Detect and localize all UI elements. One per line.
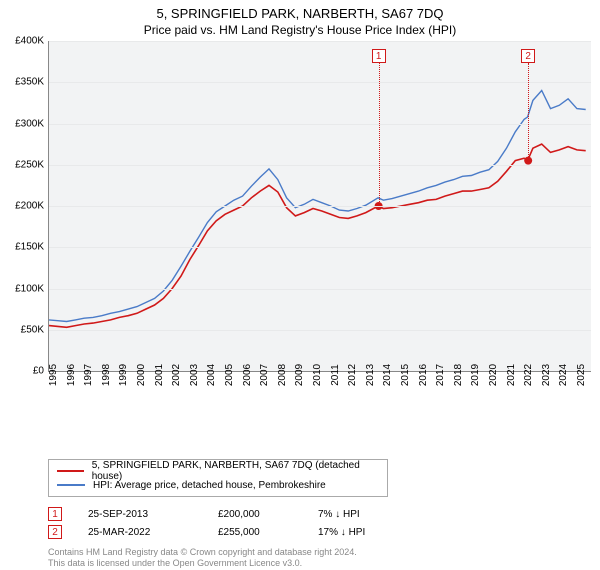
x-axis-label: 2013 — [365, 364, 376, 386]
y-axis-label: £200K — [15, 201, 44, 212]
chart-title: 5, SPRINGFIELD PARK, NARBERTH, SA67 7DQ — [0, 6, 600, 21]
x-axis-label: 2010 — [312, 364, 323, 386]
markers-table: 1 25-SEP-2013 £200,000 7% ↓ HPI 2 25-MAR… — [48, 505, 600, 541]
chart-marker-1: 1 — [372, 49, 386, 63]
x-axis-label: 2016 — [418, 364, 429, 386]
legend-label-hpi: HPI: Average price, detached house, Pemb… — [93, 480, 326, 491]
x-axis-label: 2018 — [453, 364, 464, 386]
y-axis-label: £300K — [15, 118, 44, 129]
x-axis-label: 2009 — [294, 364, 305, 386]
marker-date-2: 25-MAR-2022 — [88, 527, 218, 538]
footer-line-1: Contains HM Land Registry data © Crown c… — [48, 547, 600, 558]
x-axis-label: 1997 — [83, 364, 94, 386]
y-axis-label: £0 — [33, 366, 44, 377]
marker-date-1: 25-SEP-2013 — [88, 509, 218, 520]
legend-swatch-hpi — [57, 484, 85, 486]
x-axis-label: 2019 — [470, 364, 481, 386]
marker-pct-1: 7% ↓ HPI — [318, 509, 428, 520]
x-axis-label: 2008 — [277, 364, 288, 386]
x-axis-label: 2017 — [435, 364, 446, 386]
marker-pct-2: 17% ↓ HPI — [318, 527, 428, 538]
x-axis-label: 2007 — [259, 364, 270, 386]
chart-subtitle: Price paid vs. HM Land Registry's House … — [0, 23, 600, 37]
x-axis-label: 2015 — [400, 364, 411, 386]
chart-marker-2: 2 — [521, 49, 535, 63]
y-axis-label: £100K — [15, 283, 44, 294]
x-axis-label: 2022 — [523, 364, 534, 386]
y-axis-label: £50K — [21, 324, 44, 335]
marker-price-1: £200,000 — [218, 509, 318, 520]
x-axis-label: 2021 — [506, 364, 517, 386]
x-axis-label: 2011 — [330, 364, 341, 386]
x-axis-label: 2005 — [224, 364, 235, 386]
footer: Contains HM Land Registry data © Crown c… — [48, 547, 600, 570]
marker-num-2: 2 — [48, 525, 62, 539]
x-axis-label: 1999 — [118, 364, 129, 386]
x-axis-label: 2024 — [558, 364, 569, 386]
x-axis-label: 1995 — [48, 364, 59, 386]
x-axis-label: 2000 — [136, 364, 147, 386]
x-axis-label: 2023 — [541, 364, 552, 386]
marker-row-1: 1 25-SEP-2013 £200,000 7% ↓ HPI — [48, 505, 600, 523]
marker-price-2: £255,000 — [218, 527, 318, 538]
x-axis-label: 2001 — [154, 364, 165, 386]
marker-row-2: 2 25-MAR-2022 £255,000 17% ↓ HPI — [48, 523, 600, 541]
legend-row-property: 5, SPRINGFIELD PARK, NARBERTH, SA67 7DQ … — [57, 464, 379, 478]
x-axis-label: 1996 — [66, 364, 77, 386]
marker-num-1: 1 — [48, 507, 62, 521]
x-axis-label: 1998 — [101, 364, 112, 386]
y-axis-label: £400K — [15, 36, 44, 47]
x-axis-label: 2006 — [242, 364, 253, 386]
x-axis-label: 2002 — [171, 364, 182, 386]
x-axis-label: 2004 — [206, 364, 217, 386]
series-property — [49, 144, 586, 327]
legend: 5, SPRINGFIELD PARK, NARBERTH, SA67 7DQ … — [48, 459, 388, 497]
x-axis-label: 2020 — [488, 364, 499, 386]
x-axis-label: 2012 — [347, 364, 358, 386]
y-axis-label: £250K — [15, 159, 44, 170]
plot-background: 12 — [48, 41, 591, 372]
x-axis-label: 2025 — [576, 364, 587, 386]
x-axis-label: 2003 — [189, 364, 200, 386]
y-axis-label: £150K — [15, 242, 44, 253]
chart-area: 12 £0£50K£100K£150K£200K£250K£300K£350K£… — [48, 41, 590, 411]
legend-swatch-property — [57, 470, 84, 472]
x-axis-label: 2014 — [382, 364, 393, 386]
y-axis-label: £350K — [15, 77, 44, 88]
